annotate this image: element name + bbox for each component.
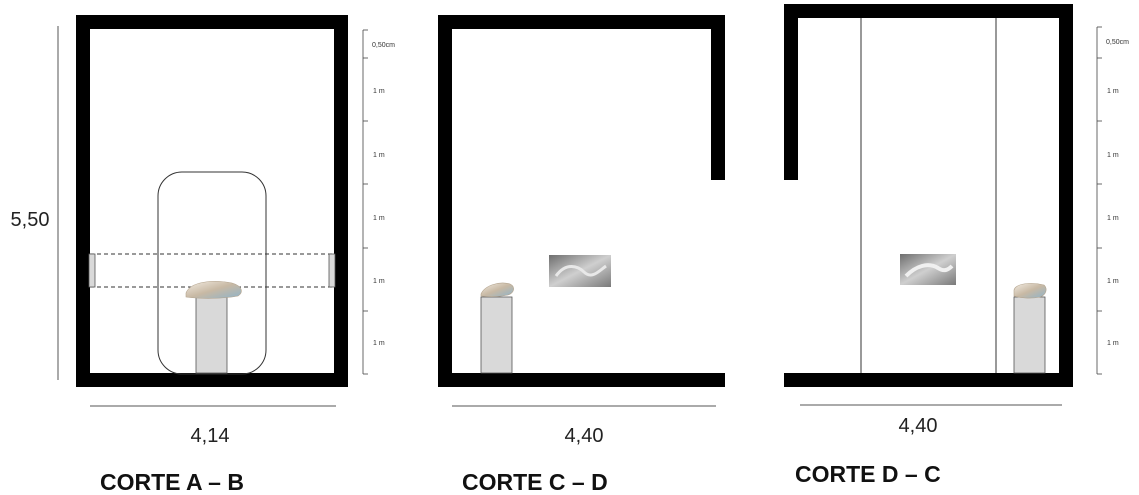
section-d-c-scale-label-5: 1 m	[1107, 340, 1119, 347]
section-d-c-scale-label-3: 1 m	[1107, 215, 1119, 222]
section-d-c-scale-label-1: 1 m	[1107, 88, 1119, 95]
section-c-d-title: CORTE C – D	[462, 469, 608, 495]
section-d-c-scale-label-0: 0,50cm	[1106, 39, 1129, 46]
section-a-b-height-label: 5,50	[11, 209, 50, 231]
section-d-c: 4,40 0,50cm 1 m 1 m 1 m 1 m 1 m CORTE D …	[784, 4, 1129, 487]
section-a-b-left-light	[88, 253, 96, 288]
section-d-c-sculpture	[1013, 283, 1047, 299]
section-c-d-sculpture	[480, 282, 514, 297]
section-d-c-artwork-detail	[904, 263, 954, 278]
section-a-b-sculpture	[185, 281, 242, 299]
section-d-c-scale-label-4: 1 m	[1107, 278, 1119, 285]
section-a-b-pedestal	[195, 296, 228, 374]
section-c-d-pedestal	[480, 296, 513, 374]
section-a-b-niche-outline	[157, 171, 267, 375]
section-a-b-scale-label-5: 1 m	[373, 340, 385, 347]
section-a-b-width-label: 4,14	[191, 425, 230, 447]
section-a-b-right-light	[328, 253, 336, 288]
section-d-c-title: CORTE D – C	[795, 461, 941, 487]
section-a-b-scale-label-0: 0,50cm	[372, 42, 395, 49]
section-c-d-artwork-detail	[554, 264, 607, 277]
section-a-b-title: CORTE A – B	[100, 469, 244, 495]
section-a-b-walls	[76, 15, 348, 387]
section-c-d-walls	[438, 15, 725, 387]
section-d-c-scale-label-2: 1 m	[1107, 152, 1119, 159]
section-a-b-scale-label-4: 1 m	[373, 278, 385, 285]
section-a-b-scale-label-1: 1 m	[373, 88, 385, 95]
section-a-b: 5,50 4,14 0,50cm 1 m 1 m 1 m 1 m 1 m COR…	[11, 15, 395, 495]
section-a-b-scale-label-2: 1 m	[373, 152, 385, 159]
section-a-b-scale-ruler	[362, 29, 368, 375]
section-d-c-scale-ruler	[1096, 26, 1102, 375]
section-a-b-scale-label-3: 1 m	[373, 215, 385, 222]
section-c-d: 4,40 CORTE C – D	[438, 15, 725, 495]
section-d-c-walls	[784, 4, 1073, 387]
section-c-d-width-label: 4,40	[565, 425, 604, 447]
section-d-c-width-label: 4,40	[899, 415, 938, 437]
section-d-c-pedestal	[1013, 296, 1046, 374]
section-d-c-interior-lines	[860, 18, 997, 373]
